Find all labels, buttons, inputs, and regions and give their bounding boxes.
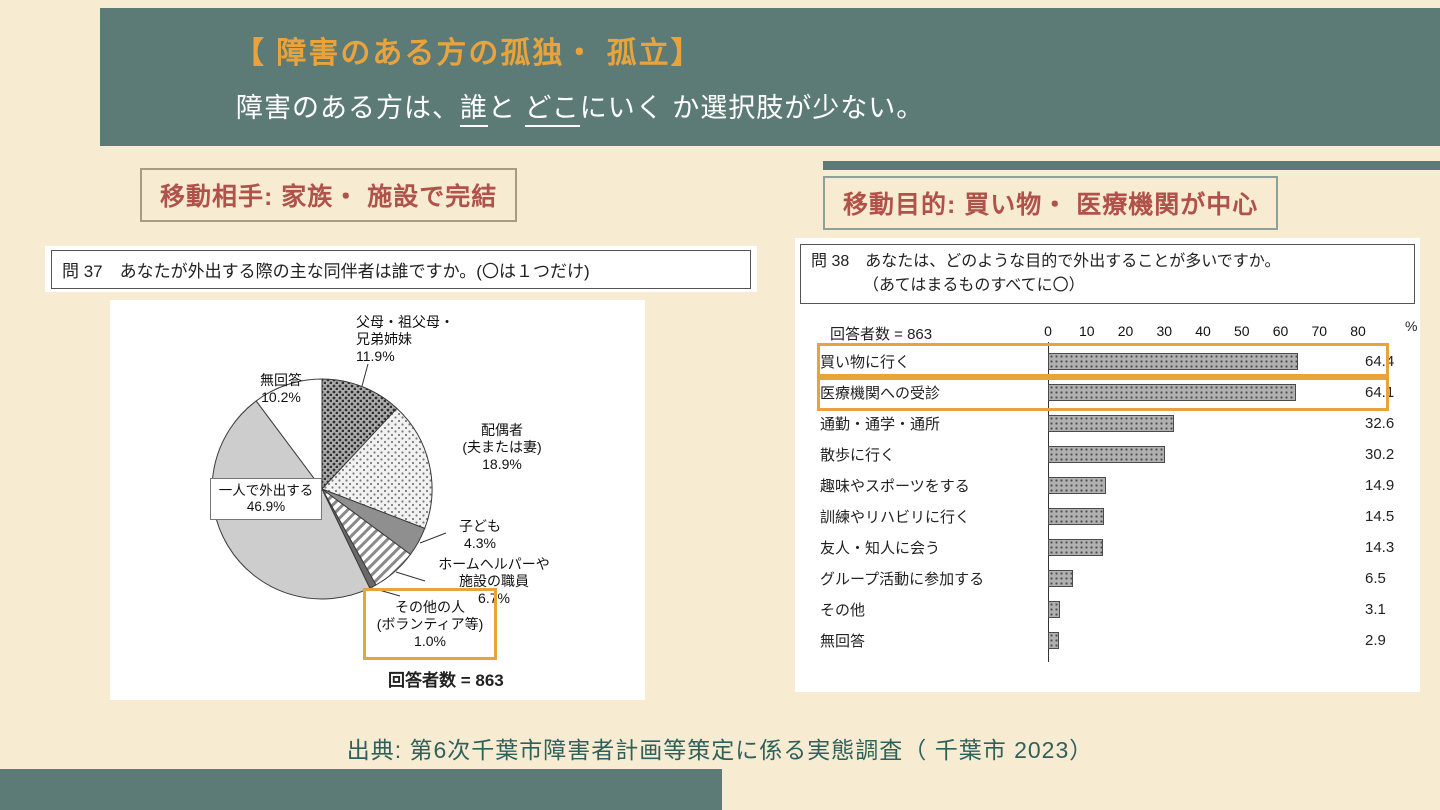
x-axis-tick-label: 50 [1233,323,1250,339]
right-section-label: 移動目的: 買い物・ 医療機関が中心 [823,176,1279,230]
bar-value-label: 64.4 [1365,353,1395,370]
bar [1048,601,1060,618]
pie-chart [211,363,447,600]
bar-track [1048,415,1358,432]
bar-value-label: 14.5 [1365,508,1395,525]
pie-label-child: 子ども 4.3% [459,518,501,551]
pie-slice-6 [255,378,323,491]
question-38-text: 問 38 あなたは、どのような目的で外出することが多いですか。 （あてはまるもの… [800,244,1415,304]
bar-track [1048,508,1358,525]
bar-value-label: 14.9 [1365,477,1395,494]
pie-respondents-count: 回答者数 = 863 [388,671,504,690]
bar-track [1048,570,1358,587]
bar-row: 医療機関への受診 64.1 [817,374,1394,411]
bar-value-label: 64.1 [1365,384,1395,401]
y-axis-line [1048,342,1049,662]
bar [1048,570,1074,587]
bottom-accent-bar [0,769,722,810]
bar-category-label: 訓練やリハビリに行く [820,509,971,526]
bar [1048,415,1175,432]
bar-category-label: 友人・知人に会う [820,540,941,557]
left-section-label: 移動相手: 家族・ 施設で完結 [140,168,518,222]
x-axis-tick-label: 20 [1117,323,1134,339]
question-37-strip: 問 37 あなたが外出する際の主な同伴者は誰ですか。(〇は１つだけ) [45,246,757,292]
bar-row: 散歩に行く 30.2 [820,439,1394,470]
bar-category-label: 医療機関への受診 [820,385,941,402]
x-axis-tick-label: 40 [1195,323,1211,339]
question-37-text: 問 37 あなたが外出する際の主な同伴者は誰ですか。(〇は１つだけ) [51,249,751,289]
bar-value-label: 14.3 [1365,539,1395,556]
x-axis-tick-label: 30 [1156,323,1173,339]
bar-row: その他 3.1 [820,594,1386,625]
bar [1048,508,1105,525]
bar [1048,539,1104,556]
bar [1048,384,1297,401]
pie-slice-1 [321,407,433,530]
bar [1048,477,1106,494]
bar-row: 無回答 2.9 [820,625,1386,656]
header-banner: 【 障害のある方の孤独・ 孤立】 障害のある方は、誰と どこにいく か選択肢が少… [100,8,1440,146]
bar-chart-rows: 買い物に行く 64.4 医療機関への受診 64.1 通勤・通学・通所 32.6 散歩に行く 3… [817,342,1394,662]
bar-category-label: 買い物に行く [820,354,911,371]
bar [1048,446,1166,463]
x-axis-tick-label: 80 [1350,323,1366,339]
bar-row: 趣味やスポーツをする 14.9 [820,470,1394,501]
bar-category-label: 趣味やスポーツをする [820,478,970,495]
bar-value-label: 32.6 [1365,415,1395,432]
pie-label-spouse: 配偶者 (夫または妻) 18.9% [462,422,542,472]
pie-slice-0 [321,378,398,491]
bar-track [1048,384,1358,401]
pie-label-helper: ホームヘルパーや 施設の職員 6.7% [438,556,550,606]
bar-category-label: 散歩に行く [820,447,896,464]
bar-category-label: その他 [820,602,866,619]
pie-label-parents: 父母・祖父母・ 兄弟姉妹 11.9% [356,314,454,364]
bar-value-label: 30.2 [1365,446,1395,463]
bar-row: グループ活動に参加する 6.5 [820,563,1386,594]
question-38-line1: 問 38 あなたは、どのような目的で外出することが多いですか。 [811,253,1281,270]
question-38-line2: （あてはまるものすべてに〇） [863,277,1085,294]
bar-track [1048,477,1358,494]
page-title: 【 障害のある方の孤独・ 孤立】 [234,37,703,70]
pie-leader-lines [361,363,447,597]
x-axis-tick-label: 0 [1044,323,1052,339]
page-subtitle: 障害のある方は、誰と どこにいく か選択肢が少ない。 [236,86,925,127]
bar [1048,353,1298,370]
pie-label-alone-box: 一人で外出する 46.9% [210,478,322,521]
right-accent-bar [823,161,1440,170]
x-axis-tick-label: 70 [1311,323,1328,339]
bar-category-label: 通勤・通学・通所 [820,416,941,433]
axis-unit-label: % [1405,318,1418,334]
pie-label-others-highlight-box: その他の人 (ボランティア等) 1.0% [363,588,497,661]
bar-track [1048,632,1358,649]
subtitle-text: にいく か選択肢が少ない。 [579,93,925,123]
bar-value-label: 3.1 [1365,601,1386,618]
bar-track [1048,353,1358,370]
pie-slices [211,378,433,600]
pie-chart-panel: 父母・祖父母・ 兄弟姉妹 11.9% 配偶者 (夫または妻) 18.9% 子ども… [110,300,645,700]
subtitle-underlined-who: 誰 [460,93,488,127]
bar-category-label: 無回答 [820,633,866,650]
subtitle-text: 障害のある方は、 [236,93,460,123]
bar-chart-panel: 問 38 あなたは、どのような目的で外出することが多いですか。 （あてはまるもの… [795,238,1420,692]
bar-chart-header: 回答者数 = 863 % 0 10 20 30 40 50 60 70 80 [820,318,1420,344]
bar-row: 訓練やリハビリに行く 14.5 [820,501,1394,532]
pie-label-no-answer: 無回答 10.2% [260,372,302,405]
bar-value-label: 2.9 [1365,632,1386,649]
bar-row: 友人・知人に会う 14.3 [820,532,1394,563]
source-citation: 出典: 第6次千葉市障害者計画等策定に係る実態調査（ 千葉市 2023） [346,737,1094,763]
bar-track [1048,539,1358,556]
bar-track [1048,601,1358,618]
bar-category-label: グループ活動に参加する [820,571,985,588]
bar-track [1048,446,1358,463]
subtitle-text: と [488,93,525,123]
x-axis-tick-label: 60 [1272,323,1289,339]
bar [1048,632,1060,649]
bar-respondents-count: 回答者数 = 863 [830,326,933,343]
bar-value-label: 6.5 [1365,570,1386,587]
bar-row: 買い物に行く 64.4 [817,343,1394,380]
bar-row: 通勤・通学・通所 32.6 [820,408,1394,439]
x-axis-tick-label: 10 [1078,323,1095,339]
subtitle-underlined-where: どこ [524,93,580,127]
